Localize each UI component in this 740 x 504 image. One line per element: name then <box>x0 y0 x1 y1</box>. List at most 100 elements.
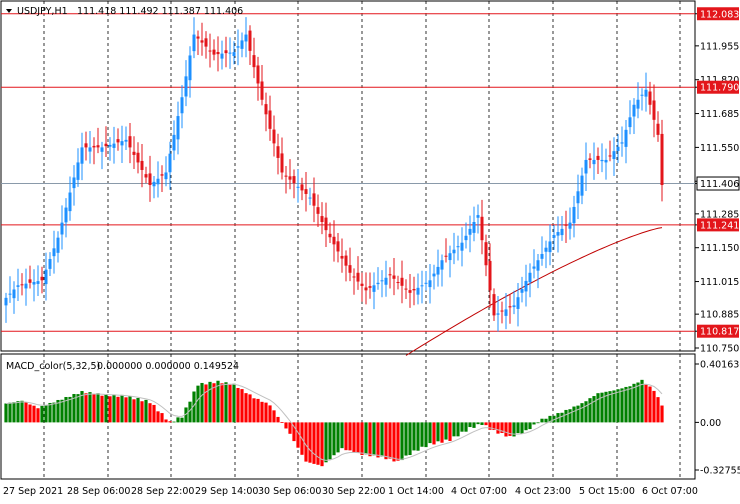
candle-body <box>160 174 164 176</box>
price-axis-label: 111.820 <box>700 75 739 86</box>
candle-body <box>176 116 180 140</box>
candle-body <box>104 143 108 147</box>
candle-body <box>100 147 104 152</box>
candle-body <box>368 286 372 288</box>
macd-bar <box>20 400 24 423</box>
candle-body <box>544 247 548 252</box>
macd-axis: 0.401636 0.00 -0.327551 <box>695 360 740 477</box>
candle-body <box>92 145 96 148</box>
price-axis-label: 110.750 <box>700 344 739 355</box>
candle-body <box>228 52 232 54</box>
macd-bar <box>656 397 660 423</box>
candle-body <box>308 197 312 199</box>
price-level-tag <box>697 218 739 232</box>
macd-bar <box>308 422 312 463</box>
macd-bar <box>64 396 68 423</box>
candle-body <box>532 266 536 269</box>
candle-body <box>60 222 64 235</box>
candle-body <box>592 159 596 165</box>
moving-average-line <box>405 227 663 356</box>
macd-bar <box>72 394 76 423</box>
candle-body <box>392 275 396 279</box>
macd-bar <box>372 422 376 456</box>
macd-bar <box>48 402 52 423</box>
macd-bar <box>92 394 96 423</box>
macd-bar <box>44 405 48 423</box>
macd-bar <box>108 396 112 423</box>
macd-values: 0.000000 0.000000 0.149524 <box>97 361 239 372</box>
candle-body <box>568 222 572 229</box>
candle-body <box>484 242 488 266</box>
candle-body <box>144 174 148 178</box>
macd-bar <box>440 422 444 443</box>
candle-body <box>552 235 556 238</box>
time-axis: 27 Sep 2021 28 Sep 06:00 28 Sep 22:00 29 Se… <box>3 486 698 497</box>
candle-body <box>24 283 28 289</box>
time-axis-label: 30 Sep 06:00 <box>258 486 321 497</box>
macd-bar <box>96 393 100 423</box>
price-axis-label: 110.885 <box>700 310 739 321</box>
macd-bar <box>292 422 296 442</box>
macd-bar <box>388 422 392 459</box>
candle-body <box>456 246 460 248</box>
macd-bar <box>436 422 440 442</box>
candle-body <box>480 216 484 241</box>
candle-body <box>436 266 440 275</box>
macd-bar <box>384 422 388 460</box>
macd-bar <box>484 422 488 426</box>
macd-bar <box>488 422 492 430</box>
macd-bar <box>12 402 16 423</box>
candle-body <box>408 290 412 293</box>
candle-body <box>284 175 288 177</box>
candle-body <box>80 147 84 164</box>
candle-body <box>296 186 300 188</box>
macd-bar <box>196 385 200 423</box>
macd-bar <box>112 394 116 423</box>
price-axis-label: 111.685 <box>700 109 739 120</box>
macd-bar <box>180 417 184 423</box>
macd-axis-label: 0.00 <box>700 418 721 429</box>
candle-body <box>400 277 404 286</box>
price-axis-label: 111.550 <box>700 143 739 154</box>
candle-body <box>388 274 392 276</box>
chart-symbol: USDJPY,H1 <box>17 6 68 17</box>
candle-body <box>464 235 468 241</box>
macd-bar <box>160 413 164 423</box>
macd-bar <box>124 397 128 423</box>
macd-bar <box>360 422 364 455</box>
macd-bar <box>428 422 432 444</box>
candle-body <box>324 217 328 231</box>
time-axis-label: 1 Oct 14:00 <box>388 486 444 497</box>
price-level-tag <box>697 324 739 338</box>
macd-bar <box>336 422 340 453</box>
macd-bar <box>340 422 344 449</box>
price-panel-frame <box>0 0 696 352</box>
macd-bar <box>56 399 60 423</box>
candle-body <box>420 285 424 287</box>
price-level-tag <box>697 80 739 94</box>
macd-bar <box>584 401 588 423</box>
candle-body <box>520 289 524 293</box>
macd-bar <box>500 422 504 433</box>
candle-body <box>304 189 308 194</box>
candle-body <box>452 249 456 254</box>
candle-body <box>516 297 520 309</box>
macd-bar <box>32 405 36 423</box>
candle-body <box>488 260 492 291</box>
time-axis-label: 28 Sep 06:00 <box>67 486 130 497</box>
candle-body <box>572 206 576 224</box>
candle-body <box>648 91 652 105</box>
candle-body <box>120 141 124 146</box>
candle-body <box>548 241 552 253</box>
chart-menu-triangle-icon[interactable] <box>6 9 12 13</box>
macd-bar <box>120 394 124 423</box>
macd-bar <box>580 403 584 423</box>
candle-body <box>508 306 512 308</box>
macd-bar <box>416 422 420 451</box>
macd-bar <box>572 406 576 423</box>
macd-bar <box>600 392 604 423</box>
candle-body <box>252 55 256 68</box>
candle-body <box>660 133 664 186</box>
